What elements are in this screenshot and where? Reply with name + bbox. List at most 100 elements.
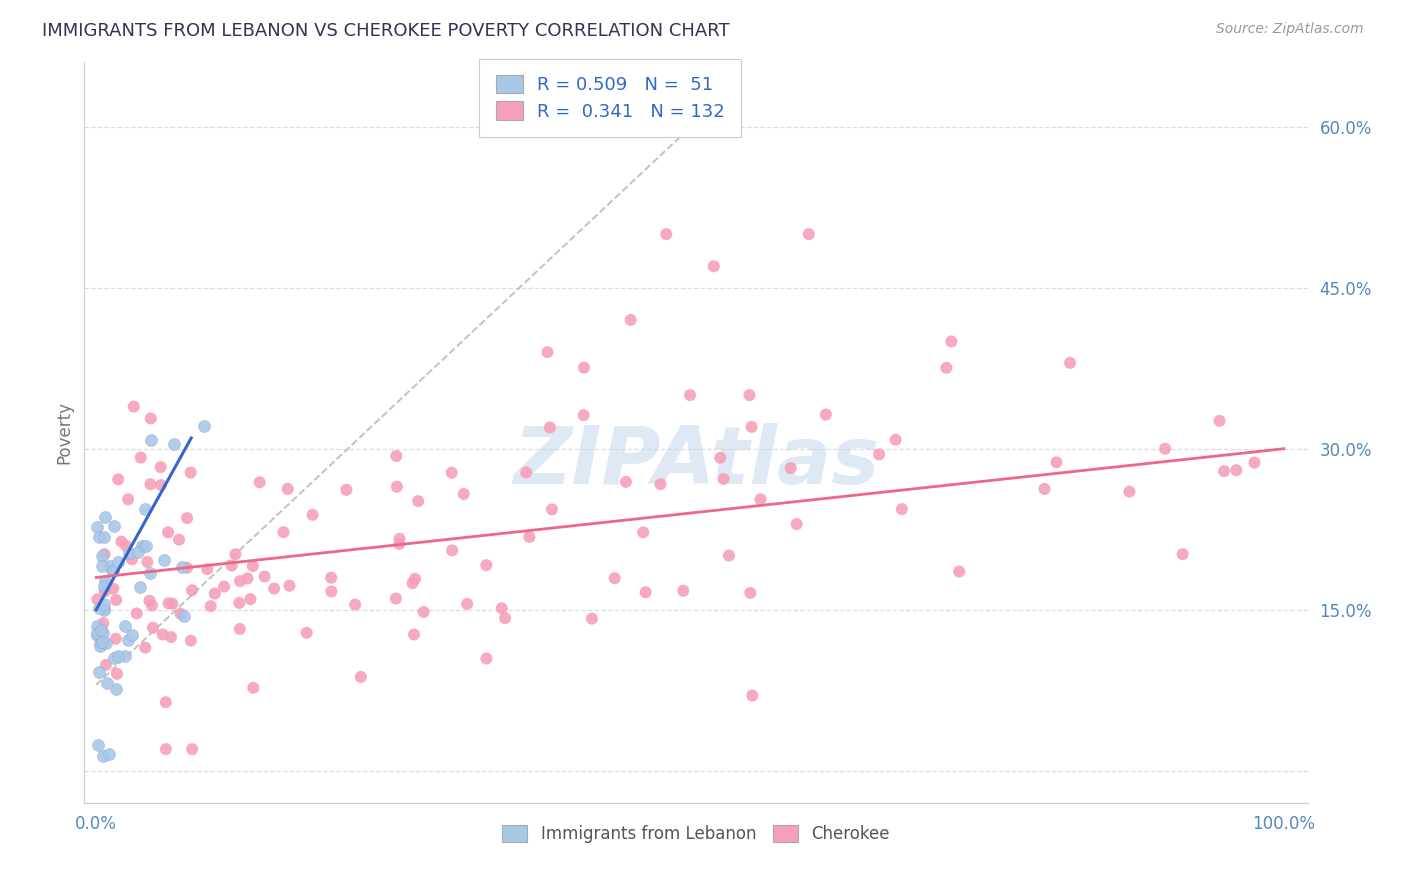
Point: [93, 530, 115, 544]
Point: [104, 681, 127, 696]
Point: [93, 598, 115, 612]
Point: [301, 508, 323, 522]
Point: [741, 420, 763, 434]
Point: [169, 607, 191, 621]
Point: [236, 572, 259, 586]
Point: [157, 596, 180, 610]
Point: [87, 600, 110, 615]
Point: [86, 628, 108, 642]
Point: [131, 539, 153, 553]
Point: [1154, 442, 1177, 456]
Point: [94, 636, 117, 650]
Point: [253, 569, 276, 583]
Point: [127, 545, 149, 559]
Point: [541, 502, 564, 516]
Point: [134, 501, 156, 516]
Point: [176, 561, 198, 575]
Point: [114, 618, 136, 632]
Point: [868, 447, 890, 461]
Point: [132, 540, 155, 554]
Point: [491, 601, 513, 615]
Point: [321, 584, 343, 599]
Point: [91, 749, 114, 764]
Point: [221, 558, 243, 573]
Point: [105, 666, 128, 681]
Point: [87, 738, 110, 752]
Point: [163, 437, 186, 451]
Point: [650, 477, 672, 491]
Text: IMMIGRANTS FROM LEBANON VS CHEROKEE POVERTY CORRELATION CHART: IMMIGRANTS FROM LEBANON VS CHEROKEE POVE…: [42, 22, 730, 40]
Point: [118, 546, 141, 560]
Point: [89, 665, 111, 679]
Point: [740, 586, 762, 600]
Point: [536, 345, 558, 359]
Point: [703, 260, 725, 274]
Point: [86, 626, 108, 640]
Point: [98, 747, 121, 762]
Point: [335, 483, 357, 497]
Point: [134, 640, 156, 655]
Point: [136, 555, 159, 569]
Point: [200, 599, 222, 614]
Point: [738, 388, 761, 402]
Point: [572, 408, 595, 422]
Point: [89, 637, 111, 651]
Point: [176, 511, 198, 525]
Point: [440, 466, 463, 480]
Point: [228, 596, 250, 610]
Point: [90, 623, 112, 637]
Point: [105, 593, 128, 607]
Point: [655, 227, 678, 241]
Text: ZIPAtlas: ZIPAtlas: [513, 423, 879, 501]
Point: [350, 670, 373, 684]
Point: [93, 579, 115, 593]
Point: [401, 576, 423, 591]
Point: [295, 625, 318, 640]
Point: [180, 466, 202, 480]
Point: [142, 621, 165, 635]
Point: [129, 580, 152, 594]
Point: [93, 547, 115, 561]
Point: [86, 592, 108, 607]
Point: [388, 537, 411, 551]
Point: [1225, 463, 1247, 477]
Point: [212, 580, 235, 594]
Point: [103, 651, 125, 665]
Point: [385, 449, 408, 463]
Point: [263, 582, 285, 596]
Point: [321, 571, 343, 585]
Point: [1033, 482, 1056, 496]
Point: [277, 482, 299, 496]
Point: [388, 532, 411, 546]
Point: [494, 611, 516, 625]
Point: [149, 460, 172, 475]
Point: [412, 605, 434, 619]
Point: [475, 558, 498, 573]
Point: [139, 433, 162, 447]
Point: [749, 492, 772, 507]
Point: [104, 632, 127, 646]
Point: [453, 487, 475, 501]
Point: [93, 603, 115, 617]
Point: [786, 517, 808, 532]
Point: [167, 533, 190, 547]
Point: [101, 564, 124, 578]
Point: [515, 466, 537, 480]
Point: [162, 597, 184, 611]
Point: [173, 609, 195, 624]
Point: [229, 574, 252, 588]
Point: [278, 579, 301, 593]
Point: [620, 313, 643, 327]
Point: [103, 582, 125, 596]
Point: [713, 472, 735, 486]
Point: [935, 360, 957, 375]
Point: [114, 648, 136, 663]
Point: [631, 525, 654, 540]
Point: [107, 555, 129, 569]
Point: [572, 360, 595, 375]
Point: [195, 562, 218, 576]
Point: [117, 632, 139, 647]
Point: [103, 519, 125, 533]
Point: [90, 635, 112, 649]
Point: [475, 651, 498, 665]
